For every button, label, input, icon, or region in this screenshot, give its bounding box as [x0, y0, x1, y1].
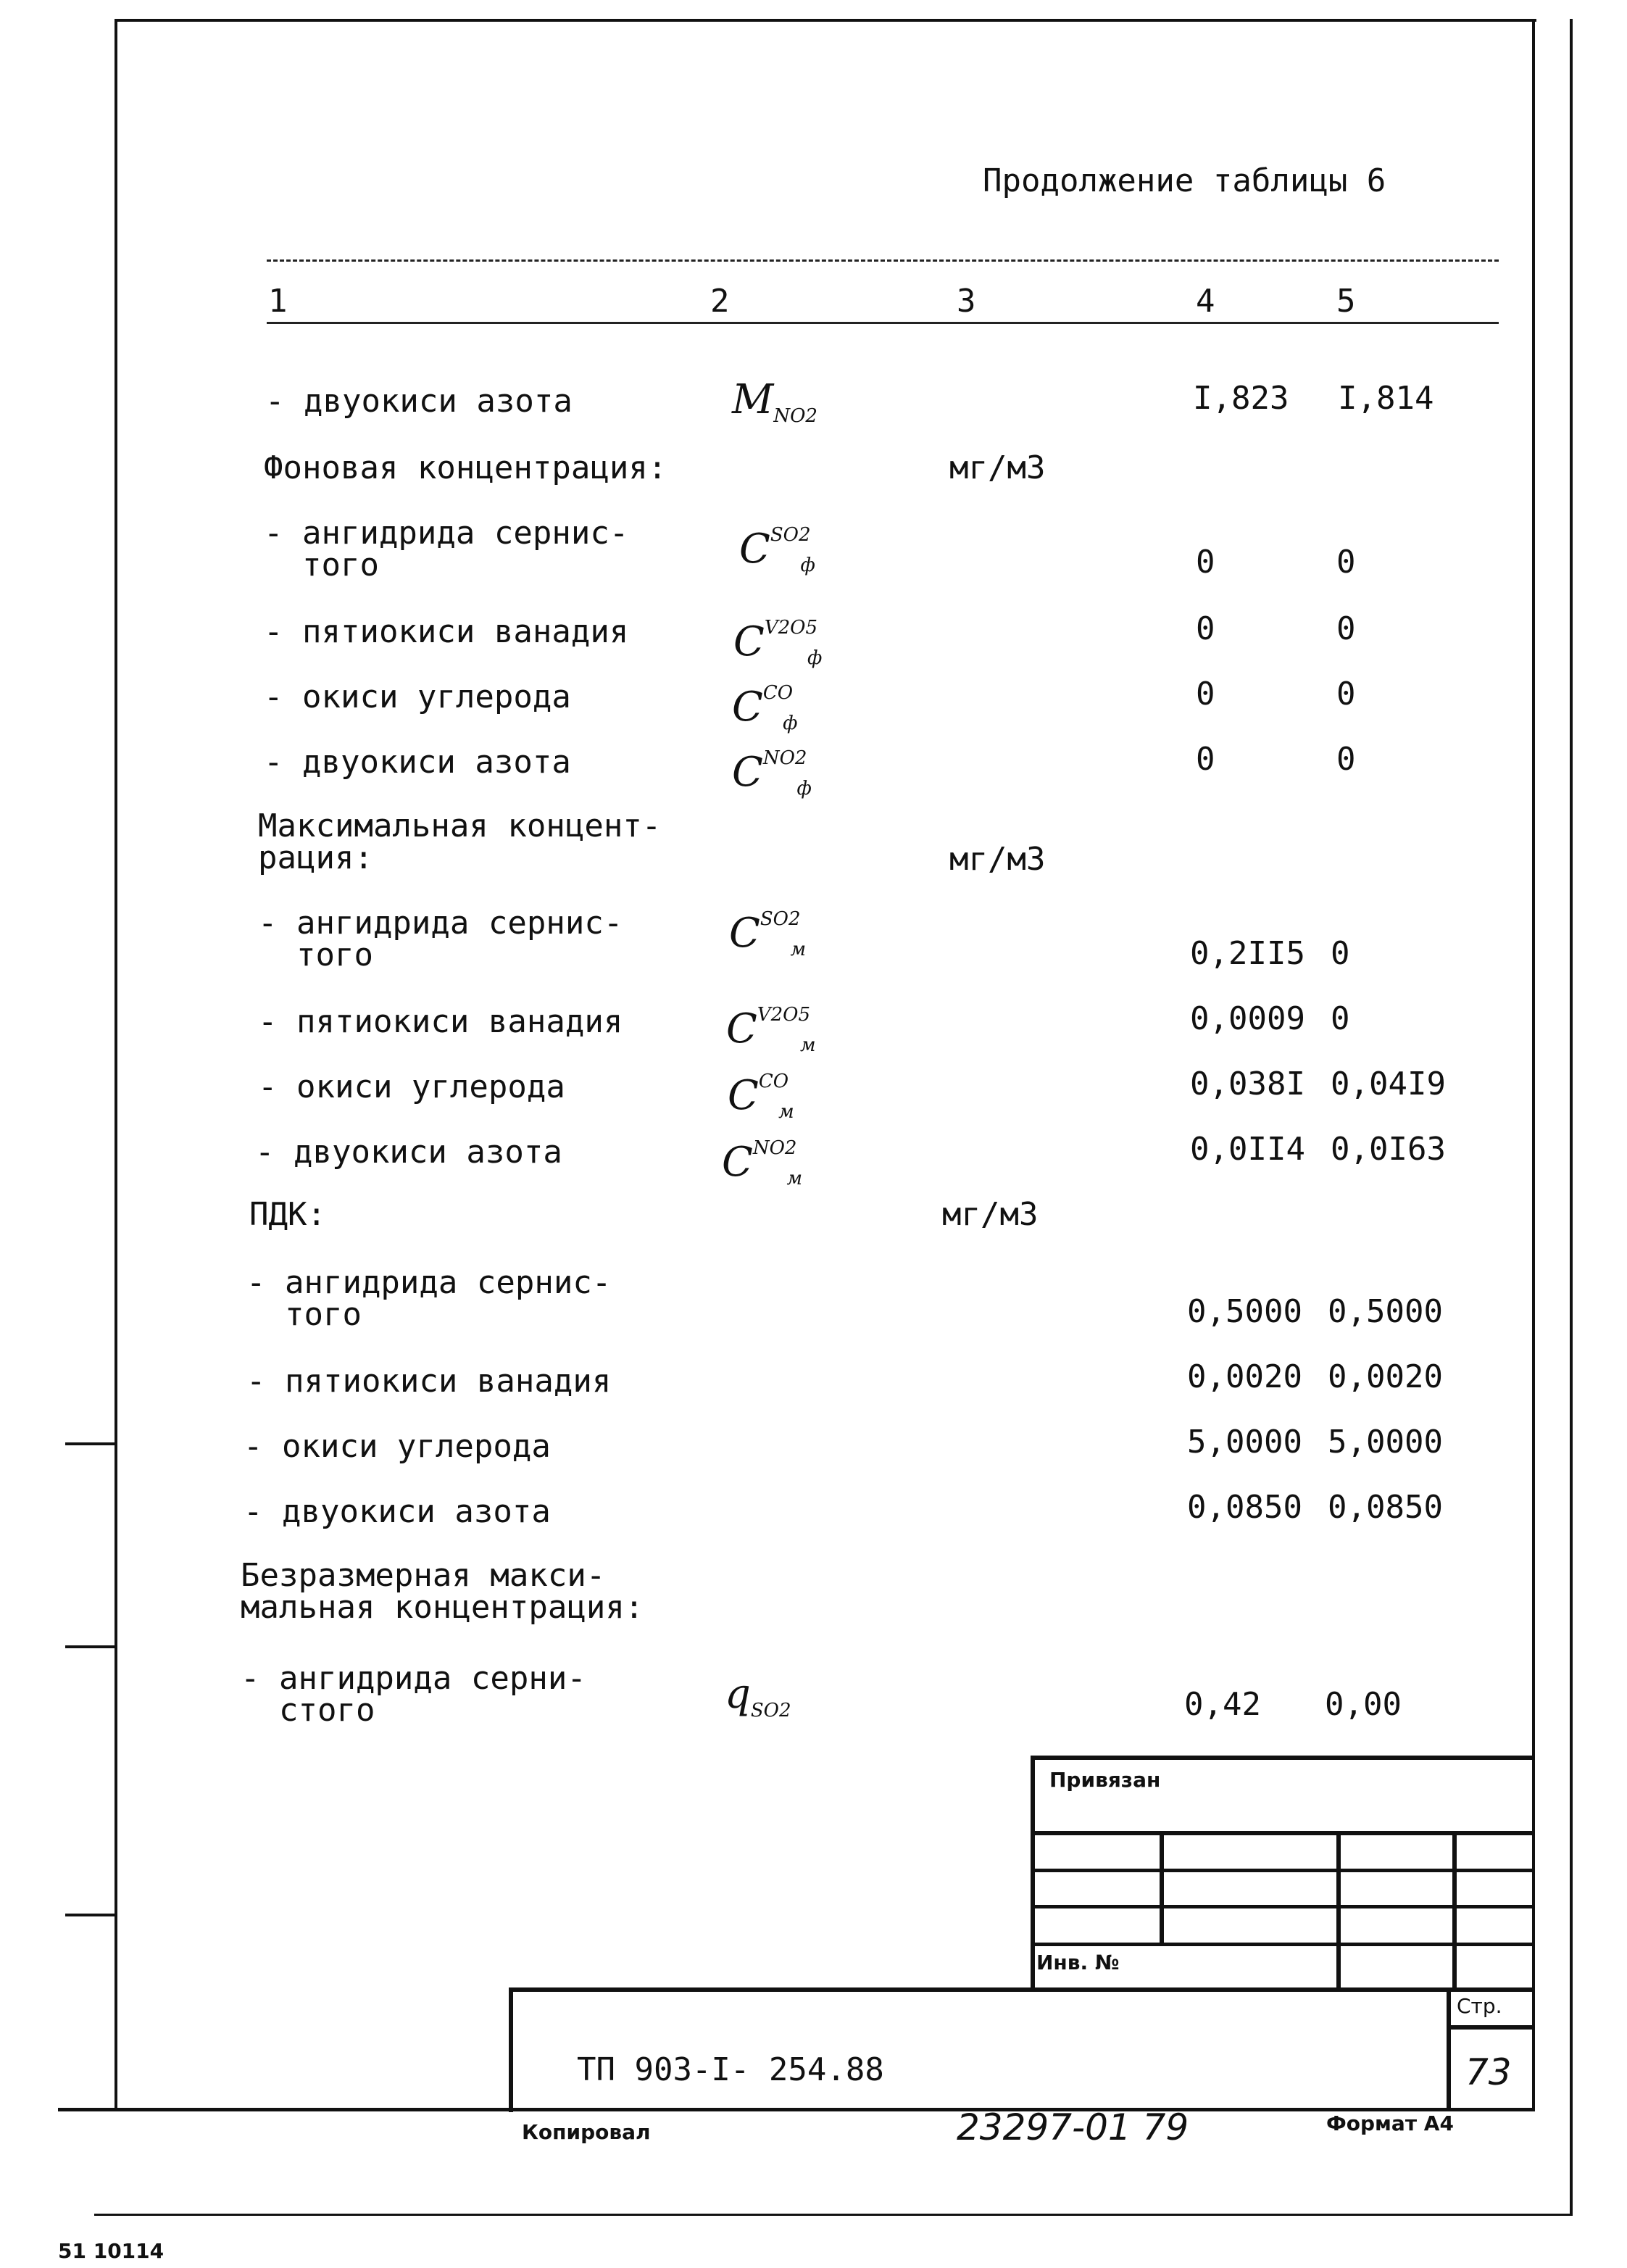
row-label: - ангидрида сернис- того: [246, 1264, 612, 1333]
formula: CV2O5м: [726, 1004, 816, 1056]
value-col5: 0: [1336, 741, 1356, 778]
stamp-linked-label: Привязан: [1049, 1768, 1161, 1792]
value-col4: 0: [1196, 610, 1215, 647]
stamp-line: [1031, 1831, 1532, 1835]
value-col4: 0,0850: [1187, 1489, 1302, 1526]
column-header: 1: [268, 283, 288, 320]
value-col5: 0: [1331, 1000, 1350, 1037]
frame-bottom: [58, 2108, 1535, 2111]
value-col4: 0,0020: [1187, 1358, 1302, 1395]
formula: CV2O5ф: [733, 617, 823, 669]
column-header: 3: [957, 283, 976, 320]
formula: CCOф: [732, 682, 798, 734]
inventory-number-label: Инв. №: [1036, 1951, 1120, 1974]
value-col4: 0: [1196, 544, 1215, 581]
section-label: Максимальная концент- рация:: [258, 807, 662, 876]
row-label: - окиси углерода: [258, 1068, 565, 1105]
corner-code: 51 10114: [58, 2239, 165, 2263]
formula: CNO2ф: [732, 747, 812, 799]
value-col5: 0: [1331, 935, 1350, 972]
margin-tick: [65, 1442, 116, 1445]
value-col4: 0,2II5: [1190, 935, 1305, 972]
approval-stamp: [1031, 1756, 1535, 1992]
formula: CNO2м: [722, 1137, 803, 1189]
value-col4: I,823: [1193, 380, 1289, 417]
row-label: - двуокиси азота: [264, 744, 571, 781]
margin-tick: [65, 1914, 116, 1916]
unit: мг/м3: [942, 1196, 1039, 1233]
row-label: - окиси углерода: [244, 1428, 551, 1465]
section-label: ПДК:: [249, 1196, 326, 1233]
document-code: ТП 903-I- 254.88: [577, 2051, 884, 2088]
row-label: - пятиокиси ванадия: [258, 1003, 623, 1040]
header-bottom-line: [267, 322, 1499, 324]
value-col5: 0,0850: [1328, 1489, 1443, 1526]
value-col5: 5,0000: [1328, 1424, 1443, 1461]
frame-right: [1532, 19, 1535, 2111]
formula: CCOм: [728, 1071, 794, 1123]
row-label: - пятиокиси ванадия: [264, 613, 629, 650]
column-header: 5: [1336, 283, 1356, 320]
value-col5: 0,04I9: [1331, 1066, 1446, 1102]
title-block-line: [1447, 1987, 1451, 2109]
formula: qSO2: [725, 1671, 791, 1722]
frame-left: [115, 19, 117, 2111]
column-header: 2: [710, 283, 730, 320]
section-label: Безразмерная макси- мальная концентрация…: [241, 1557, 644, 1626]
value-col5: 0,5000: [1328, 1293, 1443, 1330]
frame-top: [116, 19, 1536, 22]
value-col5: 0,0020: [1328, 1358, 1443, 1395]
value-col4: 0: [1196, 676, 1215, 713]
value-col5: 0: [1336, 676, 1356, 713]
column-header: 4: [1196, 283, 1215, 320]
row-label: - ангидрида сернис- того: [264, 515, 629, 583]
formula: CSO2ф: [739, 524, 815, 576]
stamp-line: [1336, 1831, 1341, 1990]
table-caption: Продолжение таблицы 6: [983, 162, 1386, 199]
unit: мг/м3: [949, 449, 1046, 486]
formula: MNO2: [732, 376, 817, 428]
row-label: - ангидрида сернис- того: [258, 905, 623, 973]
row-label: - двуокиси азота: [255, 1134, 562, 1171]
value-col4: 0,0009: [1190, 1000, 1305, 1037]
value-col5: 0: [1336, 544, 1356, 581]
title-block: [509, 1987, 1535, 2112]
stamp-line: [1452, 1831, 1457, 1990]
stamp-line: [1031, 1943, 1532, 1946]
row-label: - двуокиси азота: [244, 1493, 551, 1530]
row-label: - окиси углерода: [264, 678, 571, 715]
value-col4: 0,5000: [1187, 1293, 1302, 1330]
header-top-line: [267, 259, 1499, 262]
margin-tick: [65, 1645, 116, 1648]
archive-number: 23297-01 79: [957, 2106, 1189, 2148]
unit: мг/м3: [949, 841, 1046, 878]
stamp-line: [1160, 1831, 1164, 1944]
value-col4: 0,038I: [1190, 1066, 1305, 1102]
value-col4: 0: [1196, 741, 1215, 778]
stamp-line: [1031, 1869, 1532, 1872]
outer-right: [1570, 19, 1573, 2215]
title-block-line: [1447, 2025, 1532, 2030]
value-col5: 0,0I63: [1331, 1131, 1446, 1168]
outer-bottom: [94, 2214, 1573, 2216]
value-col4: 0,0II4: [1190, 1131, 1305, 1168]
row-label: - ангидрида серни- стого: [241, 1660, 586, 1729]
formula: CSO2м: [729, 908, 807, 960]
page-number: 73: [1465, 2051, 1512, 2093]
value-col5: 0,00: [1325, 1686, 1402, 1723]
copied-label: Копировал: [522, 2120, 651, 2144]
value-col4: 0,42: [1184, 1686, 1261, 1723]
format-label: Формат А4: [1326, 2111, 1454, 2135]
page-label: Стр.: [1457, 1994, 1502, 2018]
value-col5: 0: [1336, 610, 1356, 647]
value-col5: I,814: [1338, 380, 1434, 417]
row-label: - двуокиси азота: [265, 383, 573, 420]
stamp-line: [1031, 1905, 1532, 1908]
value-col4: 5,0000: [1187, 1424, 1302, 1461]
row-label: - пятиокиси ванадия: [246, 1363, 612, 1400]
section-label: Фоновая концентрация:: [264, 449, 667, 486]
